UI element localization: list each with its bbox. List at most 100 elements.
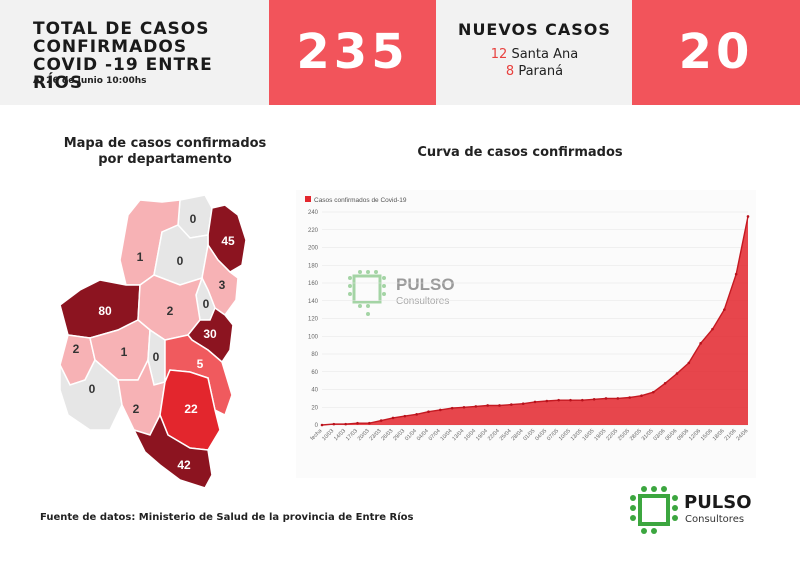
- y-tick-label: 20: [311, 405, 318, 411]
- y-tick-label: 160: [308, 281, 319, 287]
- dept-east-strip-label: 0: [203, 297, 210, 311]
- data-point: [569, 398, 572, 402]
- data-point: [663, 381, 667, 385]
- dept-parana-label: 80: [98, 304, 112, 318]
- data-point: [711, 327, 714, 331]
- data-point: [734, 272, 738, 276]
- y-tick-label: 240: [308, 210, 319, 216]
- data-point: [510, 403, 513, 406]
- dept-east-low-label: 5: [197, 357, 204, 371]
- dept-east-upper-label: 3: [219, 278, 226, 292]
- data-point: [687, 361, 691, 365]
- watermark-name: PULSO: [396, 275, 455, 294]
- dept-center-low-label: 1: [121, 345, 128, 359]
- dept-east-mid-label: 30: [203, 327, 217, 341]
- data-point: [581, 398, 584, 402]
- logo-subtitle: Consultores: [685, 514, 745, 525]
- data-point: [403, 414, 407, 418]
- pulso-logo-icon: [630, 486, 678, 534]
- new-cases-total-value: 20: [678, 24, 754, 80]
- dept-northeast-label: 45: [221, 234, 235, 248]
- y-tick-label: 180: [308, 263, 319, 269]
- total-cases-box: 235: [269, 0, 436, 105]
- data-point: [356, 421, 359, 425]
- chart-title: Curva de casos confirmados: [417, 145, 623, 160]
- data-point: [592, 397, 596, 401]
- pulso-logo-icon: [348, 270, 386, 316]
- y-tick-label: 80: [311, 352, 318, 358]
- dept-south-label: 42: [177, 458, 191, 472]
- data-point: [652, 390, 655, 394]
- new-cases-place: Paraná: [518, 64, 564, 79]
- new-cases-item: 8 Paraná: [437, 63, 632, 80]
- data-point: [427, 410, 430, 413]
- header-bar: TOTAL DE CASOS CONFIRMADOS COVID -19 ENT…: [0, 0, 800, 105]
- pulso-logo: PULSO Consultores: [628, 484, 788, 536]
- y-tick-label: 0: [315, 423, 319, 429]
- data-point: [616, 397, 620, 400]
- dept-north-a-label: 0: [190, 212, 197, 226]
- dept-southeast: 22: [159, 369, 221, 451]
- legend-label: Casos confirmados de Covid-19: [314, 197, 407, 204]
- chart-legend: Casos confirmados de Covid-19: [305, 196, 407, 204]
- dept-north-west-label: 1: [137, 250, 144, 264]
- data-point: [640, 394, 643, 398]
- y-tick-label: 100: [308, 334, 319, 340]
- dept-center-label: 2: [167, 304, 174, 318]
- data-point: [486, 404, 489, 407]
- data-point: [628, 396, 631, 399]
- dept-southeast-label: 22: [184, 402, 198, 416]
- y-tick-label: 60: [311, 370, 318, 376]
- data-point: [474, 405, 478, 408]
- main-title: TOTAL DE CASOS CONFIRMADOS COVID -19 ENT…: [33, 19, 213, 93]
- watermark-sub: Consultores: [396, 296, 449, 307]
- y-tick-label: 40: [311, 388, 318, 394]
- dept-south-center-label: 2: [133, 402, 140, 416]
- data-point: [391, 416, 395, 420]
- cases-chart: PULSO Consultores Casos confirmados de C…: [296, 190, 756, 478]
- data-point: [439, 408, 442, 412]
- data-point: [332, 422, 336, 426]
- data-point: [415, 413, 418, 416]
- dept-south-shape: [132, 413, 213, 489]
- new-cases-count: 8: [505, 64, 515, 79]
- data-point: [746, 215, 750, 218]
- dept-center-strip-label: 0: [153, 350, 160, 364]
- data-point: [379, 419, 383, 422]
- new-cases-item: 12 Santa Ana: [437, 46, 632, 63]
- map-title: Mapa de casos confirmados por departamen…: [63, 136, 267, 167]
- source-note: Fuente de datos: Ministerio de Salud de …: [40, 512, 414, 523]
- total-cases-value: 235: [296, 24, 409, 80]
- dept-south: 42: [132, 413, 213, 489]
- data-point: [557, 398, 560, 402]
- logo-name: PULSO: [684, 492, 752, 513]
- y-tick-label: 200: [308, 246, 319, 252]
- dept-north-center-label: 0: [177, 254, 184, 268]
- watermark: PULSO Consultores: [348, 270, 455, 316]
- data-point: [699, 342, 702, 345]
- new-cases-total-box: 20: [632, 0, 800, 105]
- dept-west-low-label: 2: [73, 342, 80, 356]
- data-point: [545, 399, 549, 403]
- y-tick-label: 220: [308, 228, 319, 234]
- data-point: [462, 405, 466, 409]
- data-point: [344, 422, 347, 426]
- data-point: [604, 397, 608, 400]
- data-point: [675, 372, 679, 375]
- new-cases-title: NUEVOS CASOS: [458, 20, 611, 39]
- y-tick-label: 140: [308, 299, 319, 305]
- y-tick-label: 120: [308, 317, 319, 323]
- data-point: [723, 308, 726, 311]
- data-point: [521, 402, 525, 405]
- date-label: Al 26 de Junio 10:00hs: [33, 76, 147, 86]
- data-point: [368, 421, 371, 425]
- dept-southwest-label: 0: [89, 382, 96, 396]
- data-point: [533, 400, 537, 404]
- cases-area: [322, 216, 748, 425]
- department-map: 0 45 1 0 3 0 80 2 30 2 1 0 5 0 2 22 42: [59, 194, 247, 489]
- data-point: [450, 406, 454, 410]
- data-point: [498, 404, 501, 407]
- new-cases-list: 12 Santa Ana 8 Paraná: [437, 46, 632, 80]
- new-cases-place: Santa Ana: [511, 47, 579, 62]
- legend-swatch: [305, 196, 311, 202]
